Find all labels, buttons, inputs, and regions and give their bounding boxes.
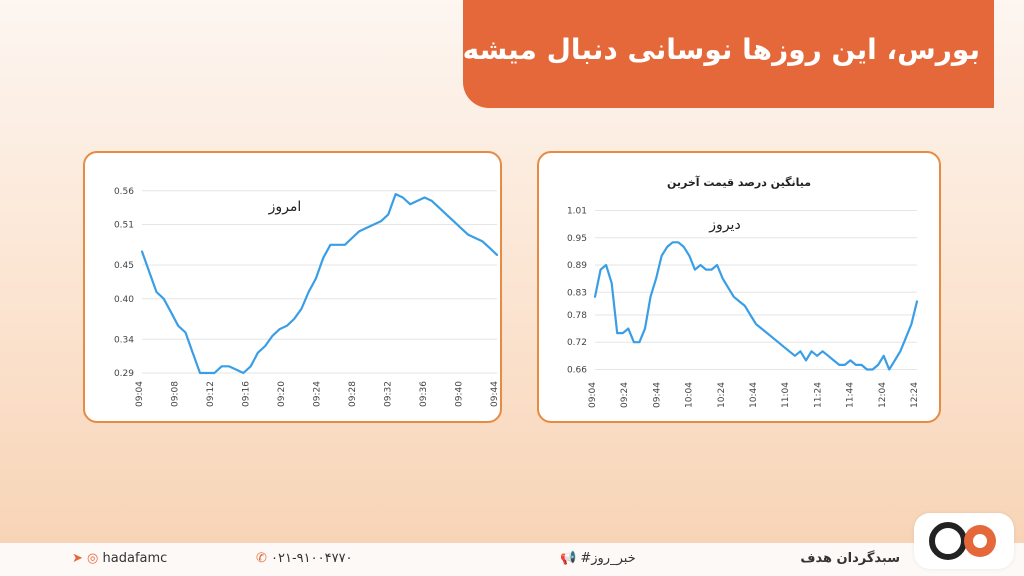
- x-tick-label: 09:08: [171, 381, 181, 407]
- x-tick-label: 11:04: [781, 382, 791, 408]
- x-tick-label: 09:36: [419, 381, 429, 407]
- chart-today: 0.29 0.34 0.40 0.45 0.51 0.56 09:04 09:08 09:12 0…: [114, 187, 500, 407]
- x-tick-label: 09:20: [277, 381, 287, 407]
- x-tick-label: 09:28: [348, 381, 358, 407]
- infinity-logo-icon: [929, 522, 996, 560]
- x-tick-label: 09:32: [384, 381, 394, 407]
- y-tick-label: 0.83: [567, 288, 587, 298]
- footer-bar: سبدگردان هدف 📢 #خبر_روز ✆ ۰۲۱-۹۱۰۰۴۷۷۰ ➤…: [0, 543, 1024, 576]
- x-tick-label: 11:44: [846, 382, 856, 408]
- y-tick-label: 0.56: [114, 187, 134, 197]
- chart-annotation: دیروز: [708, 217, 740, 233]
- social-label: ➤ ◎ hadafamc: [72, 551, 167, 566]
- y-tick-label: 0.51: [114, 221, 134, 231]
- series-line: [593, 241, 919, 371]
- phone-icon: ✆: [256, 551, 267, 566]
- brand-name: سبدگردان هدف: [800, 551, 900, 566]
- x-tick-label: 09:04: [588, 382, 598, 408]
- x-tick-label: 10:04: [685, 382, 695, 408]
- y-tick-label: 0.89: [567, 261, 587, 271]
- x-tick-label: 12:24: [910, 382, 920, 408]
- page-title: بورس، این روزها نوسانی دنبال میشه: [462, 33, 980, 66]
- y-tick-label: 0.40: [114, 295, 134, 305]
- y-tick-label: 0.34: [114, 335, 134, 345]
- x-tick-label: 09:44: [490, 381, 500, 407]
- x-tick-label: 09:44: [652, 382, 662, 408]
- phone-text: ۰۲۱-۹۱۰۰۴۷۷۰: [271, 551, 353, 566]
- phone-label: ✆ ۰۲۱-۹۱۰۰۴۷۷۰: [256, 551, 353, 566]
- y-tick-label: 0.72: [567, 338, 587, 348]
- x-tick-label: 09:40: [455, 381, 465, 407]
- social-handle: hadafamc: [102, 551, 168, 566]
- hashtag-label: 📢 #خبر_روز: [560, 551, 636, 566]
- y-tick-label: 1.01: [567, 207, 587, 217]
- y-tick-label: 0.66: [567, 365, 587, 375]
- y-tick-label: 0.95: [567, 234, 587, 244]
- y-tick-label: 0.29: [114, 369, 134, 379]
- x-tick-label: 10:24: [717, 382, 727, 408]
- x-tick-label: 10:44: [749, 382, 759, 408]
- x-tick-label: 09:24: [620, 382, 630, 408]
- telegram-icon[interactable]: ➤: [72, 551, 83, 566]
- chart-yesterday: 0.66 0.72 0.78 0.83 0.89 0.95 1.01 09:04 09:24 09…: [567, 175, 920, 408]
- chart-title: میانگین درصد قیمت آخرین: [667, 175, 811, 189]
- x-tick-label: 11:24: [813, 382, 823, 408]
- x-tick-label: 09:24: [313, 381, 323, 407]
- title-banner: بورس، این روزها نوسانی دنبال میشه: [463, 0, 994, 108]
- series-line: [140, 192, 499, 375]
- x-tick-label: 09:16: [242, 381, 252, 407]
- x-tick-label: 09:04: [135, 381, 145, 407]
- x-tick-label: 12:04: [878, 382, 888, 408]
- chart-annotation: امروز: [268, 199, 302, 215]
- x-tick-label: 09:12: [206, 381, 216, 407]
- instagram-icon[interactable]: ◎: [87, 551, 99, 566]
- megaphone-icon: 📢: [560, 551, 577, 566]
- hashtag-text: #خبر_روز: [580, 551, 636, 566]
- chart-today-card: 0.29 0.34 0.40 0.45 0.51 0.56 09:04 09:08 09:12 0…: [83, 151, 502, 423]
- y-tick-label: 0.45: [114, 261, 134, 271]
- chart-yesterday-card: 0.66 0.72 0.78 0.83 0.89 0.95 1.01 09:04 09:24 09…: [537, 151, 941, 423]
- brand-logo: [914, 513, 1014, 569]
- y-tick-label: 0.78: [567, 311, 587, 321]
